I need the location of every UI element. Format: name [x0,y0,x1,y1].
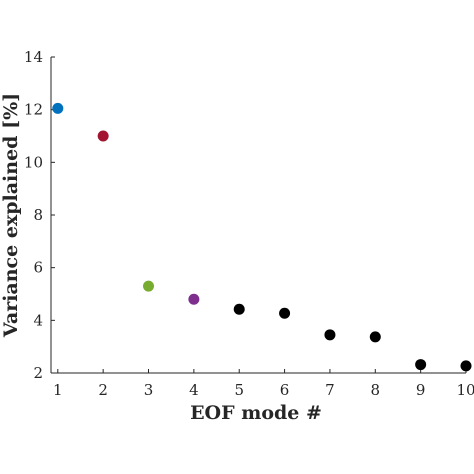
y-tick-label: 8 [33,206,43,224]
x-tick-label: 4 [189,381,199,399]
data-point-9 [415,359,426,370]
x-tick-label: 5 [234,381,244,399]
x-tick-label: 9 [416,381,426,399]
data-point-10 [461,360,472,371]
data-point-5 [234,304,245,315]
axes [51,57,466,373]
data-point-8 [370,331,381,342]
data-point-2 [98,131,109,142]
x-tick-label: 1 [53,381,63,399]
x-tick-label: 6 [280,381,290,399]
y-tick-label: 14 [24,48,43,66]
y-tick-label: 2 [33,364,43,382]
data-point-6 [279,308,290,319]
data-points [52,103,471,372]
y-tick-label: 6 [33,259,43,277]
y-axis-title: Variance explained [%] [0,93,22,338]
x-tick-label: 8 [371,381,381,399]
data-point-3 [143,281,154,292]
data-point-1 [52,103,63,114]
y-tick-label: 10 [24,153,43,171]
x-tick-label: 3 [144,381,154,399]
x-tick-label: 7 [325,381,335,399]
y-tick-label: 4 [33,311,43,329]
x-tick-label: 10 [456,381,474,399]
data-point-7 [324,329,335,340]
data-point-4 [188,294,199,305]
x-tick-label: 2 [98,381,108,399]
x-axis-title: EOF mode # [190,402,322,424]
y-tick-label: 12 [24,101,43,119]
